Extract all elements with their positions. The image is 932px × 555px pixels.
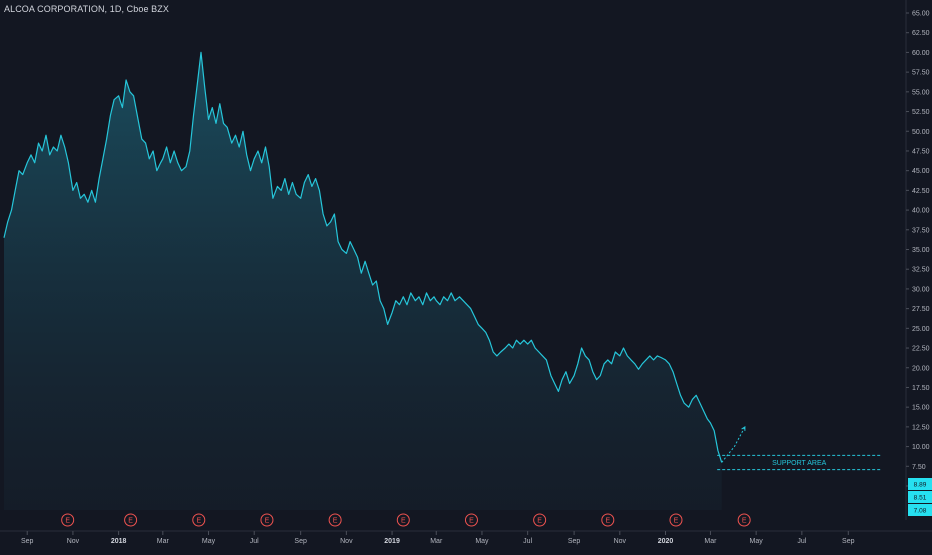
x-tick-label: Nov — [67, 538, 80, 545]
earnings-circle — [601, 513, 615, 527]
earnings-marker[interactable]: E — [61, 513, 75, 527]
earnings-circle — [533, 513, 547, 527]
y-tick-label: 15.00 — [912, 405, 930, 412]
x-tick-label: Mar — [704, 538, 717, 545]
x-tick-label: Nov — [340, 538, 353, 545]
chart-title: ALCOA CORPORATION, 1D, Cboe BZX — [4, 4, 169, 14]
y-tick-label: 65.00 — [912, 11, 930, 18]
price-area-fill — [4, 52, 722, 511]
x-tick-label: Jul — [523, 538, 532, 545]
earnings-label: E — [537, 518, 542, 525]
projection-arrow-head — [741, 425, 746, 431]
y-tick-label: 7.50 — [912, 464, 926, 471]
earnings-circle — [124, 513, 138, 527]
x-tick-label: Sep — [568, 538, 581, 545]
earnings-marker[interactable]: E — [396, 513, 410, 527]
earnings-circle — [464, 513, 478, 527]
price-label: 8.89 — [914, 482, 927, 489]
earnings-circle — [669, 513, 683, 527]
y-tick-label: 37.50 — [912, 227, 930, 234]
support-area-label: SUPPORT AREA — [772, 460, 827, 467]
x-tick-label: May — [475, 538, 489, 545]
earnings-label: E — [469, 518, 474, 525]
y-tick-label: 25.00 — [912, 326, 930, 333]
price-label-box — [908, 478, 932, 490]
y-tick-label: 62.50 — [912, 30, 930, 37]
price-label: 8.51 — [914, 495, 927, 502]
earnings-circle — [260, 513, 274, 527]
earnings-marker[interactable]: E — [192, 513, 206, 527]
earnings-marker[interactable]: E — [260, 513, 274, 527]
x-tick-label: Jul — [797, 538, 806, 545]
x-tick-label: 2020 — [658, 538, 674, 545]
earnings-marker[interactable]: E — [124, 513, 138, 527]
y-tick-label: 32.50 — [912, 267, 930, 274]
earnings-label: E — [742, 518, 747, 525]
earnings-circle — [396, 513, 410, 527]
earnings-label: E — [128, 518, 133, 525]
earnings-label: E — [401, 518, 406, 525]
y-tick-label: 52.50 — [912, 109, 930, 116]
y-tick-label: 57.50 — [912, 70, 930, 77]
earnings-label: E — [196, 518, 201, 525]
price-label-box — [908, 504, 932, 516]
earnings-marker[interactable]: E — [533, 513, 547, 527]
earnings-marker[interactable]: E — [464, 513, 478, 527]
x-tick-label: 2018 — [111, 538, 127, 545]
y-tick-label: 50.00 — [912, 129, 930, 136]
price-line — [3, 51, 723, 463]
y-tick-label: 27.50 — [912, 306, 930, 313]
earnings-label: E — [333, 518, 338, 525]
earnings-circle — [192, 513, 206, 527]
y-tick-label: 55.00 — [912, 89, 930, 96]
earnings-marker[interactable]: E — [669, 513, 683, 527]
x-tick-label: Jul — [250, 538, 259, 545]
earnings-circle — [328, 513, 342, 527]
x-tick-label: Mar — [430, 538, 443, 545]
y-tick-label: 12.50 — [912, 424, 930, 431]
y-tick-label: 20.00 — [912, 365, 930, 372]
x-tick-label: Nov — [614, 538, 627, 545]
y-tick-label: 42.50 — [912, 188, 930, 195]
earnings-marker[interactable]: E — [328, 513, 342, 527]
y-tick-label: 45.00 — [912, 168, 930, 175]
y-tick-label: 10.00 — [912, 444, 930, 451]
x-tick-label: Sep — [842, 538, 855, 545]
projection-arrow-line — [721, 426, 746, 463]
earnings-label: E — [265, 518, 270, 525]
x-tick-label: Mar — [157, 538, 170, 545]
y-tick-label: 47.50 — [912, 148, 930, 155]
x-tick-label: May — [750, 538, 764, 545]
y-tick-label: 35.00 — [912, 247, 930, 254]
x-tick-label: Sep — [294, 538, 307, 545]
earnings-circle — [61, 513, 75, 527]
y-tick-label: 40.00 — [912, 208, 930, 215]
x-tick-label: May — [202, 538, 216, 545]
x-tick-label: 2019 — [384, 538, 400, 545]
earnings-marker[interactable]: E — [601, 513, 615, 527]
price-label-box — [908, 491, 932, 503]
y-tick-label: 17.50 — [912, 385, 930, 392]
y-tick-label: 60.00 — [912, 50, 930, 57]
earnings-circle — [737, 513, 751, 527]
earnings-label: E — [605, 518, 610, 525]
y-tick-label: 30.00 — [912, 286, 930, 293]
y-tick-label: 22.50 — [912, 346, 930, 353]
price-label: 7.08 — [914, 508, 927, 515]
earnings-marker[interactable]: E — [737, 513, 751, 527]
earnings-label: E — [65, 518, 70, 525]
earnings-label: E — [674, 518, 679, 525]
x-tick-label: Sep — [21, 538, 34, 545]
